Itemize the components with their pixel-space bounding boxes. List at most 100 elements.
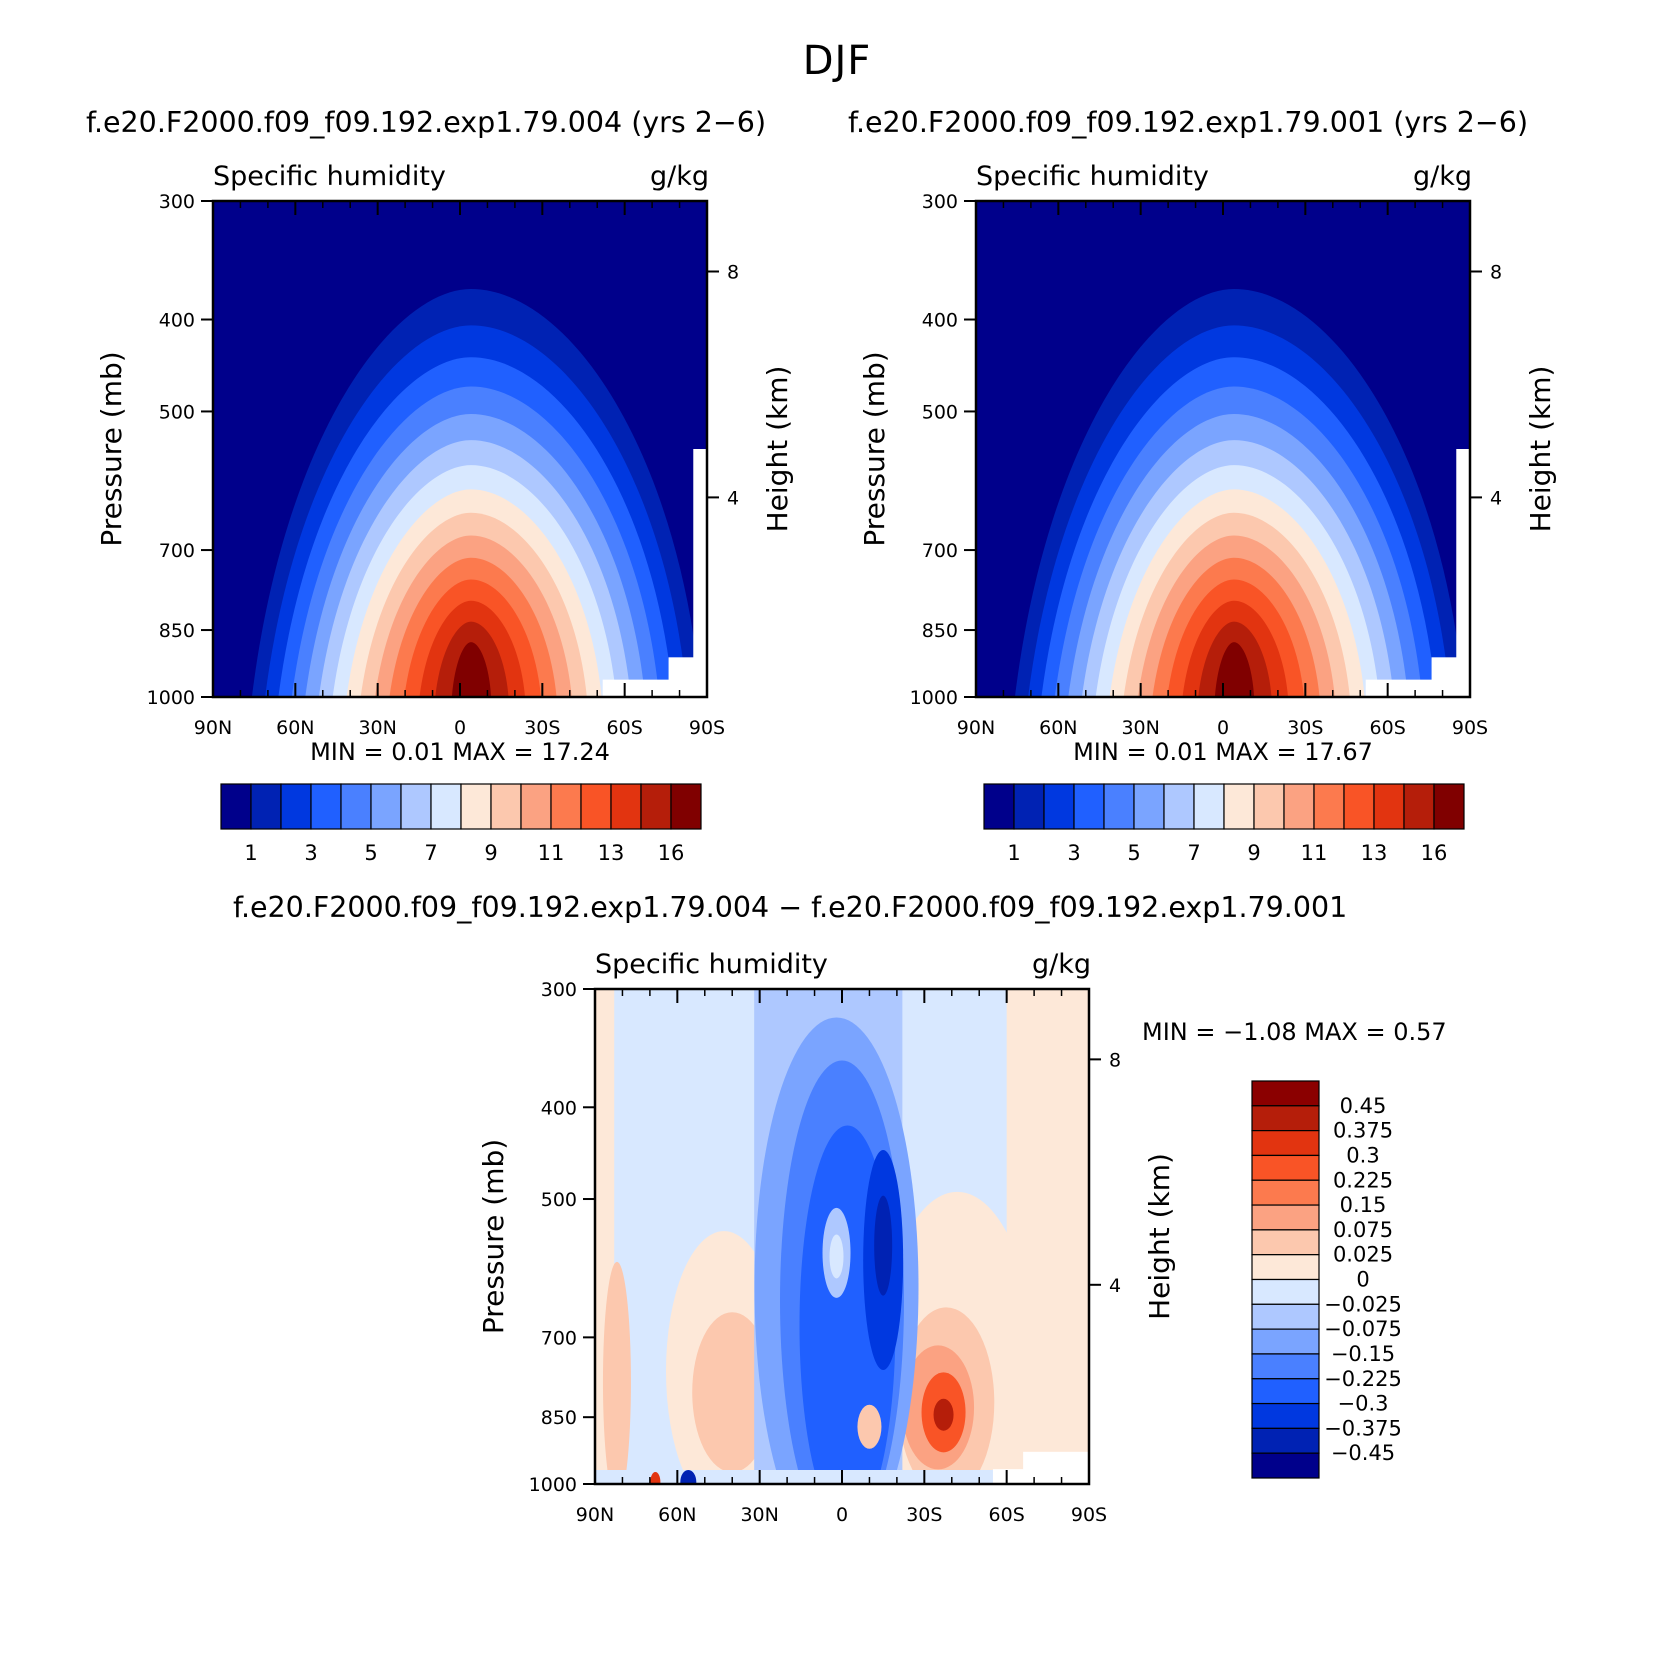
x-tick-label: 90S	[689, 717, 725, 739]
y-tick-label: 500	[159, 401, 195, 423]
colorbar-swatch	[1251, 1179, 1320, 1206]
panel1-run-title: f.e20.F2000.f09_f09.192.exp1.79.004 (yrs…	[86, 106, 767, 139]
y-tick-label: 300	[159, 191, 195, 213]
x-tick-label: 30N	[358, 717, 396, 739]
y-tick-label: 500	[922, 401, 958, 423]
colorbar-swatch	[1163, 783, 1195, 830]
right-axis-tick-label: 4	[727, 487, 739, 509]
colorbar-swatch	[1253, 783, 1285, 830]
colorbar-label: −0.025	[1324, 1292, 1402, 1316]
colorbar-label: 0.15	[1340, 1193, 1387, 1217]
y-tick-label: 700	[922, 540, 958, 562]
contour-field	[595, 989, 1089, 1484]
colorbar-swatch	[1251, 1452, 1320, 1479]
colorbar-label: 11	[538, 841, 565, 865]
terrain-mask	[1456, 449, 1470, 697]
x-tick-label: 0	[454, 717, 466, 739]
y-tick-label: 300	[541, 979, 577, 1001]
colorbar-swatch	[1073, 783, 1105, 830]
colorbar-label: 9	[1247, 841, 1260, 865]
colorbar-swatch	[1283, 783, 1315, 830]
colorbar-swatch	[550, 783, 582, 830]
colorbar-swatch	[1373, 783, 1405, 830]
x-tick-label: 60N	[1039, 717, 1077, 739]
x-tick-label: 90S	[1452, 717, 1488, 739]
colorbar-swatch	[520, 783, 552, 830]
contour-panel-3: 90N 60N 30N 0 30S 60S 90S 300 400 500 700 850 1000 4 8…	[477, 949, 1447, 1526]
x-tick-label: 60N	[276, 717, 314, 739]
colorbar-label: 7	[1187, 841, 1200, 865]
x-tick-label: 30N	[740, 1504, 778, 1526]
colorbar-swatch	[1251, 1378, 1320, 1405]
colorbar-swatch	[1251, 1105, 1320, 1132]
colorbar-label: 13	[1361, 841, 1388, 865]
contour-band	[650, 1471, 661, 1484]
colorbar-swatch	[1103, 783, 1135, 830]
colorbar-label: −0.375	[1324, 1416, 1402, 1440]
contour-band	[1214, 642, 1255, 697]
colorbar-label: 0.45	[1340, 1094, 1387, 1118]
contour-field	[976, 201, 1470, 697]
min-max-label: MIN = 0.01 MAX = 17.67	[1073, 738, 1373, 766]
x-tick-label: 30S	[906, 1504, 942, 1526]
colorbar-label: 0.225	[1333, 1168, 1393, 1192]
variable-label: Specific humidity	[976, 161, 1209, 192]
colorbar-label: 1	[244, 841, 257, 865]
colorbar-swatch	[1193, 783, 1225, 830]
x-tick-label: 90N	[194, 717, 232, 739]
colorbar-label: −0.45	[1331, 1441, 1395, 1465]
colorbar-swatch	[610, 783, 642, 830]
y-tick-label: 850	[541, 1407, 577, 1429]
y-tick-label: 700	[541, 1327, 577, 1349]
colorbar-swatch	[460, 783, 492, 830]
colorbar-swatch	[1251, 1402, 1320, 1429]
colorbar-label: 3	[304, 841, 317, 865]
contour-band	[602, 1261, 631, 1484]
right-axis-label: Height (km)	[1143, 1153, 1176, 1320]
x-tick-label: 30S	[524, 717, 560, 739]
x-tick-label: 60S	[1370, 717, 1406, 739]
y-axis-label: Pressure (mb)	[858, 351, 891, 546]
min-max-label: MIN = −1.08 MAX = 0.57	[1142, 1018, 1447, 1046]
colorbar-swatch	[1251, 1328, 1320, 1355]
colorbar-swatch	[220, 783, 252, 830]
colorbar: 1 3 5 7 9 11 13 16	[220, 783, 702, 865]
contour-band	[874, 1195, 893, 1296]
y-axis-label: Pressure (mb)	[477, 1139, 510, 1334]
y-tick-label: 400	[159, 310, 195, 332]
colorbar-label: −0.3	[1338, 1392, 1389, 1416]
x-tick-label: 90N	[957, 717, 995, 739]
x-tick-label: 60S	[989, 1504, 1025, 1526]
colorbar-swatch	[580, 783, 612, 830]
colorbar-swatch	[490, 783, 522, 830]
colorbar-swatch	[400, 783, 432, 830]
colorbar-label: 0.375	[1333, 1119, 1393, 1143]
y-tick-label: 1000	[147, 687, 195, 709]
colorbar-swatch	[1251, 1427, 1320, 1454]
colorbar-swatch	[1223, 783, 1255, 830]
contour-band	[933, 1398, 954, 1431]
colorbar-label: 5	[1127, 841, 1140, 865]
right-axis-tick-label: 4	[1490, 487, 1502, 509]
units-label: g/kg	[650, 161, 709, 192]
colorbar-swatch	[1251, 1303, 1320, 1330]
colorbar-swatch	[280, 783, 312, 830]
colorbar-swatch	[670, 783, 702, 830]
colorbar-label: 13	[598, 841, 625, 865]
y-tick-label: 1000	[529, 1474, 577, 1496]
colorbar-label: 0.025	[1333, 1243, 1393, 1267]
x-tick-label: 90N	[576, 1504, 614, 1526]
variable-label: Specific humidity	[595, 949, 828, 980]
colorbar-label: 5	[364, 841, 377, 865]
right-axis-tick-label: 4	[1109, 1275, 1121, 1297]
x-tick-label: 0	[1217, 717, 1229, 739]
colorbar-swatch	[1133, 783, 1165, 830]
colorbar-swatch	[1043, 783, 1075, 830]
colorbar-swatch	[370, 783, 402, 830]
y-tick-label: 850	[159, 620, 195, 642]
contour-band	[692, 1312, 773, 1473]
colorbar-swatch	[1251, 1130, 1320, 1157]
y-axis-label: Pressure (mb)	[95, 351, 128, 546]
y-tick-label: 300	[922, 191, 958, 213]
